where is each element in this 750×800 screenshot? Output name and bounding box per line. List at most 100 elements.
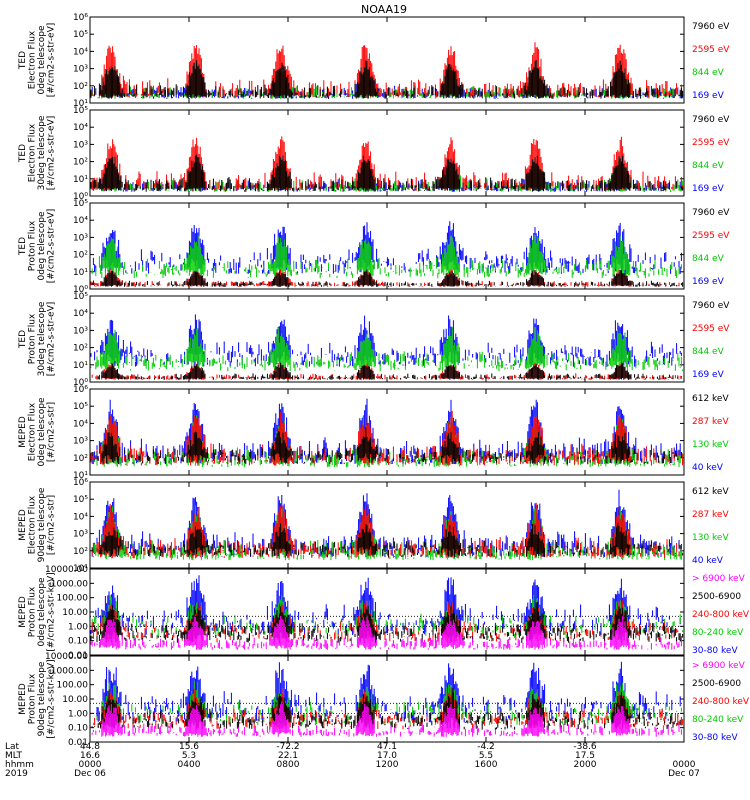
y-axis-label: MEPEDElectron Flux90deg telescope[#/cm2-… — [18, 487, 57, 562]
y-axis-label: TEDElectron Flux30deg telescope[#/cm2-s-… — [18, 115, 57, 190]
y-axis-label-line: Electron Flux — [27, 402, 37, 461]
y-axis-label: MEPEDElectron Flux0deg telescope[#/cm2-s… — [18, 397, 57, 467]
legend-entry: 612 keV — [692, 487, 729, 497]
x-axis-value: Dec 06 — [74, 769, 106, 779]
y-axis-label-line: 90deg telescope — [37, 661, 47, 736]
legend-entry: 169 eV — [692, 370, 725, 380]
y-tick-label: 10⁵ — [73, 292, 88, 302]
x-axis-value: 16.6 — [80, 751, 100, 761]
panel-4: 10⁰ 10¹ 10² 10³ 10⁴ 10⁵ TEDProton Flux30deg te… — [18, 292, 731, 388]
legend-entry: 240-800 keV — [692, 610, 750, 620]
y-tick-label: 100.00 — [57, 594, 89, 604]
panel-6: 10¹ 10² 10³ 10⁴ 10⁵ 10⁶ MEPEDElectron Flux90de… — [18, 478, 730, 574]
y-axis-label: MEPEDProton Flux0deg telescope[#/cm2-s-s… — [18, 572, 57, 651]
legend-entry: 612 keV — [692, 394, 729, 404]
data-series-trace — [90, 601, 684, 643]
y-tick-label: 10⁴ — [73, 512, 88, 522]
y-axis-label-line: MEPED — [18, 596, 28, 628]
y-axis-label-line: [#/cm2-s-str-keV] — [46, 572, 56, 651]
y-axis-label-line: 90deg telescope — [37, 487, 47, 562]
y-axis-label-line: Proton Flux — [27, 586, 37, 637]
y-tick-label: 10¹ — [73, 564, 88, 574]
x-axis-row-label: 2019 — [5, 769, 28, 779]
y-axis-label-line: [#/cm2-s-str-eV] — [46, 116, 56, 191]
y-tick-label: 10¹ — [73, 268, 88, 278]
y-axis-label-line: 0deg telescope — [37, 397, 47, 467]
y-tick-label: 10³ — [73, 65, 88, 75]
legend-entry: 130 keV — [692, 533, 729, 543]
legend-entry: 844 eV — [692, 347, 725, 357]
x-axis-value: 1200 — [376, 760, 399, 770]
y-axis-label-line: [#/cm2-s-str-eV] — [46, 23, 56, 98]
y-tick-label: 10⁶ — [73, 13, 88, 23]
y-tick-label: 10⁵ — [73, 106, 88, 116]
legend-entry: 844 eV — [692, 254, 725, 264]
legend-entry: 40 keV — [692, 463, 724, 473]
y-tick-label: 10⁴ — [73, 419, 88, 429]
y-tick-label: 1000.00 — [51, 579, 88, 589]
y-tick-label: 0.10 — [68, 637, 88, 647]
x-axis-value: -72.2 — [276, 742, 299, 752]
y-tick-label: 10² — [73, 454, 88, 464]
y-tick-label: 10³ — [73, 233, 88, 243]
legend-entry: 40 keV — [692, 556, 724, 566]
legend-entry: 30-80 keV — [692, 733, 738, 743]
x-axis-value: 0000 — [79, 760, 102, 770]
x-axis-value: 2000 — [574, 760, 597, 770]
x-axis-value: 17.5 — [575, 751, 595, 761]
panel-8: 0.010.101.0010.00100.001000.0010000.00ME… — [18, 652, 750, 748]
data-series-trace — [91, 269, 684, 287]
x-axis-value: -4.2 — [477, 742, 495, 752]
y-tick-label: 10000.00 — [45, 565, 88, 575]
y-axis-label-line: [#/cm2-s-str-eV] — [46, 302, 56, 377]
y-axis-label-line: TED — [18, 51, 28, 70]
data-series-trace — [96, 661, 681, 723]
panel-3: 10⁰ 10¹ 10² 10³ 10⁴ 10⁵ TEDProton Flux0deg tel… — [18, 199, 731, 295]
y-tick-label: 10⁵ — [73, 402, 88, 412]
x-axis-value: -38.6 — [573, 742, 597, 752]
x-axis-value: Dec 07 — [668, 769, 700, 779]
x-axis-value: 17.0 — [377, 751, 397, 761]
y-axis-label-line: [#/cm2-s-str] — [46, 495, 56, 555]
y-tick-label: 10000.00 — [45, 652, 88, 662]
legend-entry: 169 eV — [692, 184, 725, 194]
panel-frame — [89, 202, 685, 290]
y-tick-label: 1.00 — [68, 709, 88, 719]
y-tick-label: 10⁶ — [73, 385, 88, 395]
x-axis-row-label: MLT — [5, 751, 23, 761]
data-series-trace — [90, 362, 681, 380]
legend-entry: 2500-6900 — [692, 592, 741, 602]
y-axis-label-line: Electron Flux — [27, 123, 37, 182]
y-axis-label-line: MEPED — [18, 509, 28, 541]
legend-entry: 2595 eV — [692, 231, 730, 241]
panel-1: 10¹ 10² 10³ 10⁴ 10⁵ 10⁶ TEDElectron Flux0deg t… — [18, 13, 731, 109]
y-tick-label: 10¹ — [73, 471, 88, 481]
legend-entry: 2595 eV — [692, 324, 730, 334]
y-axis-label-line: 0deg telescope — [37, 25, 47, 95]
legend-entry: 2500-6900 — [692, 679, 741, 689]
legend-entry: 2595 eV — [692, 138, 730, 148]
legend-entry: 287 keV — [692, 417, 729, 427]
legend-entry: 80-240 keV — [692, 715, 744, 725]
y-axis-label-line: Proton Flux — [27, 673, 37, 724]
y-tick-label: 10.00 — [62, 608, 88, 618]
y-tick-label: 0.10 — [68, 724, 88, 734]
panel-7: 0.010.101.0010.00100.001000.0010000.00ME… — [18, 565, 750, 661]
y-tick-label: 10⁰ — [73, 192, 88, 202]
y-tick-label: 1000.00 — [51, 666, 88, 676]
x-axis-value: 22.1 — [278, 751, 298, 761]
y-axis-label-line: Electron Flux — [27, 495, 37, 554]
data-series-trace — [90, 60, 684, 99]
y-axis-label-line: [#/cm2-s-str-eV] — [46, 209, 56, 284]
y-tick-label: 10² — [73, 344, 88, 354]
y-tick-label: 10⁴ — [73, 123, 88, 133]
y-tick-label: 10⁵ — [73, 30, 88, 40]
y-axis-label-line: Proton Flux — [27, 313, 37, 364]
data-series-trace — [92, 221, 682, 274]
y-tick-label: 0.01 — [68, 651, 88, 661]
legend-entry: 240-800 keV — [692, 697, 750, 707]
data-series-trace — [91, 235, 682, 279]
legend-entry: 287 keV — [692, 510, 729, 520]
x-axis-value: 0800 — [277, 760, 300, 770]
